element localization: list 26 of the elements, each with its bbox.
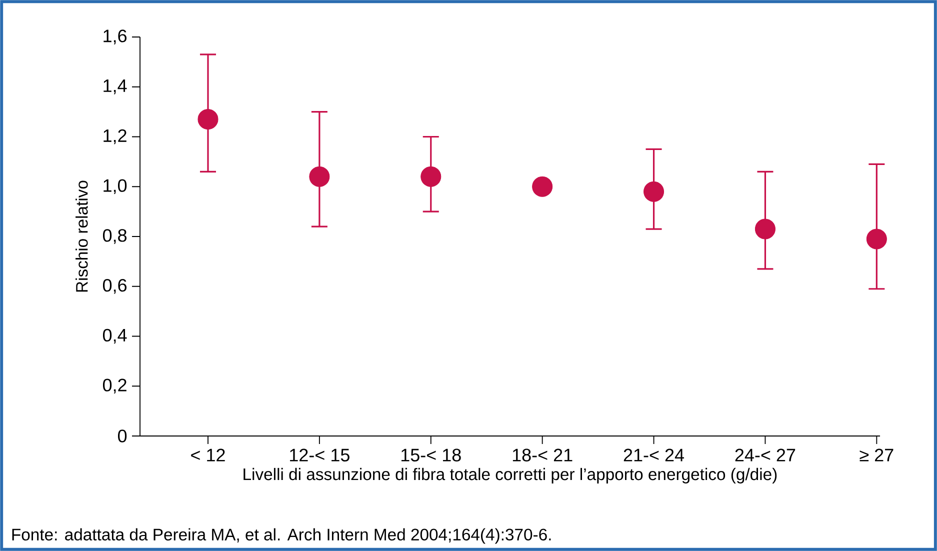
x-tick-label: 15-< 18 — [401, 448, 461, 462]
y-tick-label: 1,6 — [104, 30, 127, 44]
y-axis-title: Rischio relativo — [76, 180, 88, 292]
y-tick-label: 0,8 — [102, 229, 127, 244]
x-tick-label: < 12 — [191, 448, 225, 462]
point — [198, 109, 218, 130]
y-tick-label: 0,4 — [102, 328, 127, 344]
y-tick-label: 0 — [118, 430, 127, 442]
x-tick-label: 21-< 24 — [624, 448, 684, 462]
source-note: Fonte: adattata da Pereira MA, et al. Arch Intern Med 2004;164(4):370-6. — [12, 528, 551, 544]
x-tick-label: ≥ 27 — [860, 448, 894, 462]
point — [866, 228, 887, 250]
x-tick-label: 12-< 15 — [290, 448, 350, 462]
x-tick-label: 18-< 21 — [512, 448, 572, 462]
point — [532, 176, 553, 197]
y-tick-label: 0,6 — [102, 278, 127, 294]
x-axis-title: Livelli di assunzione di fibra totale corretti per l’apporto energetico (g/die) — [244, 468, 777, 484]
point — [420, 166, 442, 187]
y-tick-label: 0,2 — [102, 378, 126, 394]
y-tick-label: 1,2 — [104, 129, 126, 144]
point — [644, 181, 664, 202]
point — [754, 218, 776, 240]
y-tick-label: 1,4 — [104, 80, 127, 94]
point — [309, 166, 330, 187]
y-tick-label: 1,0 — [104, 179, 127, 194]
x-tick-label: 24-< 27 — [735, 448, 796, 462]
